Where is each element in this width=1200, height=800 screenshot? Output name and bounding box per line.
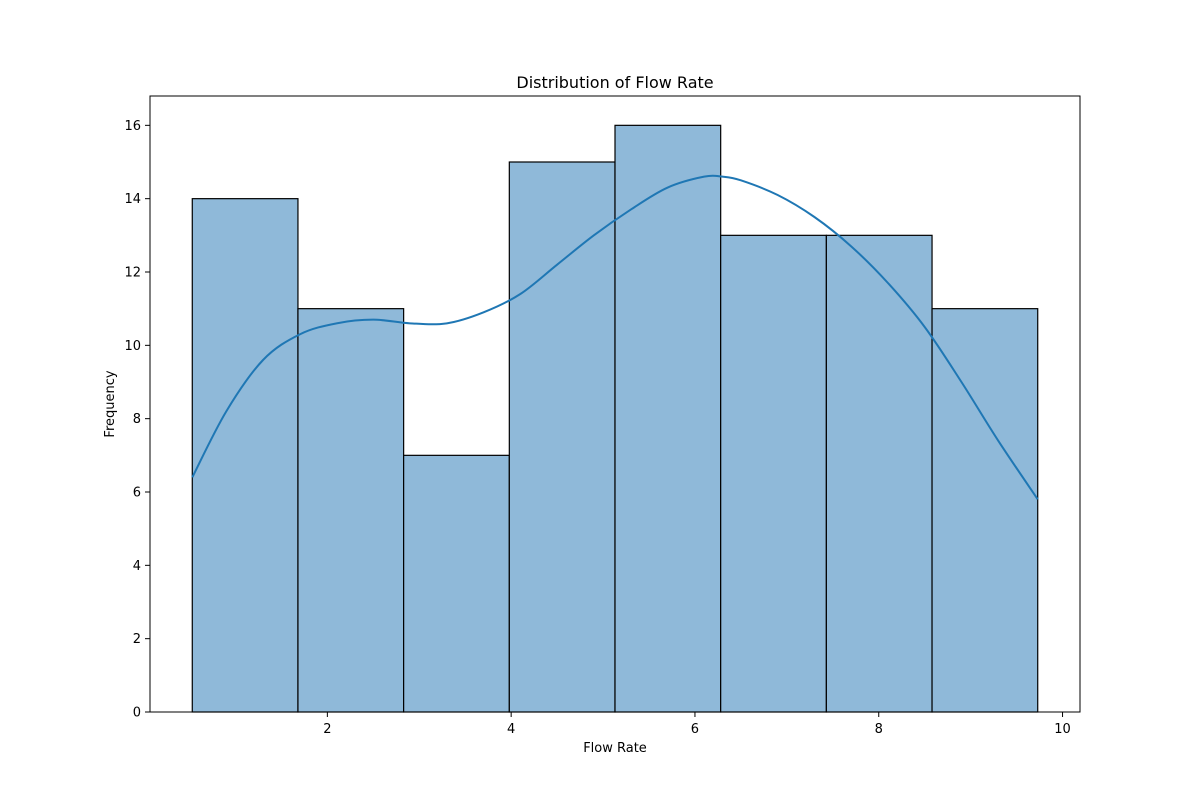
histogram-bar (297, 308, 405, 713)
y-tick-label: 8 (133, 412, 141, 427)
histogram-bar (931, 308, 1039, 713)
x-tick-label: 2 (323, 722, 331, 737)
y-tick-label: 14 (124, 192, 141, 207)
x-tick-label: 10 (1054, 722, 1071, 737)
x-axis-ticks: 2 4 6 8 10 (323, 712, 1071, 737)
y-tick-label: 6 (133, 486, 141, 501)
x-tick-label: 4 (507, 722, 515, 737)
kde-curve (191, 174, 1039, 500)
x-tick-label: 6 (691, 722, 699, 737)
plot-frame (149, 95, 1081, 713)
y-tick-label: 0 (133, 706, 141, 721)
bars-group (191, 124, 1039, 713)
y-tick-label: 12 (124, 266, 141, 281)
histogram-bar (191, 198, 299, 713)
histogram-bar (825, 234, 933, 713)
histogram-bar (720, 234, 827, 713)
y-tick-label: 2 (133, 632, 141, 647)
y-axis-ticks: 0 2 4 6 8 10 12 14 16 (124, 119, 150, 721)
y-tick-label: 10 (124, 339, 141, 354)
histogram-bar (614, 124, 722, 713)
y-axis-label: Frequency (103, 370, 118, 437)
y-tick-label: 4 (133, 559, 141, 574)
histogram-bar (508, 161, 616, 713)
chart-title: Distribution of Flow Rate (516, 73, 713, 92)
y-tick-label: 16 (124, 119, 141, 134)
x-tick-label: 8 (875, 722, 883, 737)
x-axis-label: Flow Rate (583, 741, 647, 756)
histogram-bar (403, 454, 510, 713)
